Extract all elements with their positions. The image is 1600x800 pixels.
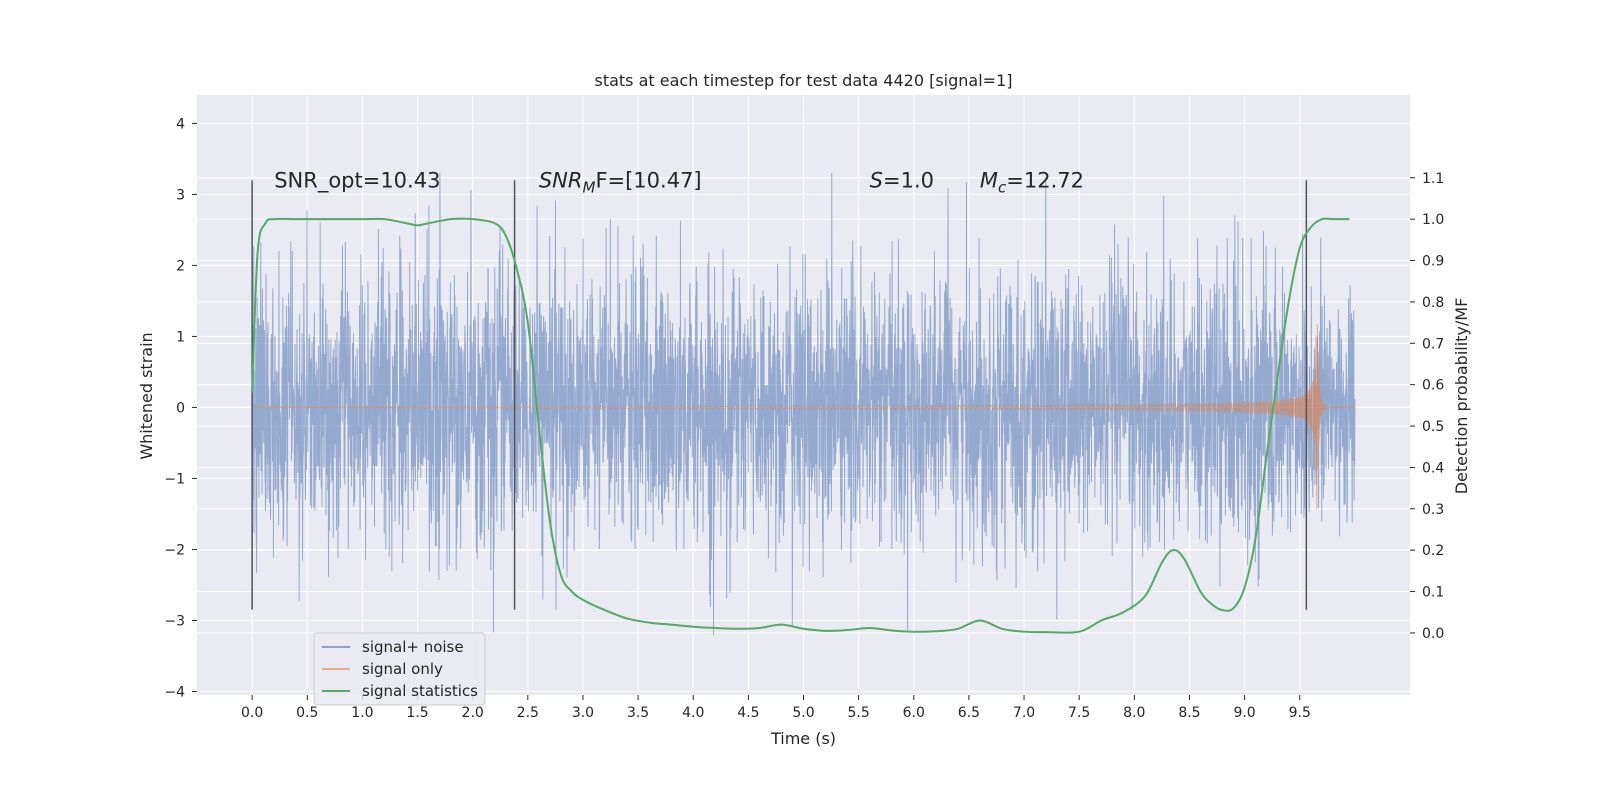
y2-tick-label: 0.3 bbox=[1422, 502, 1444, 518]
annotations: SNR_opt=10.43 SNRMF=[10.47] S=1.0 Mc=12.72 bbox=[274, 168, 1084, 196]
x-tick-label: 4.5 bbox=[737, 705, 759, 721]
legend-label-signal: signal only bbox=[362, 660, 443, 678]
y2-tick-label: 0.7 bbox=[1422, 336, 1444, 352]
x-tick-label: 6.5 bbox=[958, 705, 980, 721]
y-tick-label: 3 bbox=[176, 187, 185, 203]
y2-tick-label: 1.1 bbox=[1422, 171, 1444, 187]
statistics-series-layer bbox=[251, 217, 1350, 634]
x-tick-label: 7.5 bbox=[1068, 705, 1090, 721]
noise-series-layer bbox=[251, 173, 1356, 636]
y-axis-title: Whitened strain bbox=[137, 332, 156, 459]
y2-tick-label: 0.0 bbox=[1422, 626, 1444, 642]
y-tick-label: 1 bbox=[176, 329, 185, 345]
legend-label-noise: signal+ noise bbox=[362, 638, 464, 656]
y-tick-label: −4 bbox=[164, 684, 185, 700]
axis-ticks: 0.0 0.5 1.0 1.5 2.0 2.5 3.0 3.5 4.0 4.5 5.0 5.5 6.0 6… bbox=[164, 116, 1444, 721]
chart-title: stats at each timestep for test data 442… bbox=[594, 71, 1012, 90]
y-tick-label: 0 bbox=[176, 400, 185, 416]
statistics-series-line bbox=[251, 217, 1350, 634]
x-tick-label: 8.0 bbox=[1123, 705, 1145, 721]
x-tick-label: 3.0 bbox=[572, 705, 594, 721]
x-tick-label: 9.5 bbox=[1289, 705, 1311, 721]
annotation-text: S=1.0 bbox=[870, 168, 934, 192]
x-tick-label: 0.5 bbox=[296, 705, 318, 721]
y-tick-label: 2 bbox=[176, 258, 185, 274]
x-tick-label: 2.0 bbox=[462, 705, 484, 721]
vertical-markers bbox=[251, 180, 1308, 610]
y-tick-label: 4 bbox=[176, 116, 185, 132]
x-tick-label: 2.5 bbox=[517, 705, 539, 721]
legend-box bbox=[313, 632, 486, 706]
annotation-text: SNR_opt=10.43 bbox=[274, 168, 440, 193]
legend-label-statistics: signal statistics bbox=[362, 682, 478, 700]
y2-tick-label: 0.2 bbox=[1422, 543, 1444, 559]
noise-series-line bbox=[251, 173, 1356, 636]
x-tick-label: 4.0 bbox=[682, 705, 704, 721]
annotation-text: Mc=12.72 bbox=[980, 168, 1084, 196]
x-tick-label: 5.5 bbox=[848, 705, 870, 721]
x-tick-label: 6.0 bbox=[903, 705, 925, 721]
x-axis-title: Time (s) bbox=[770, 729, 836, 748]
y-tick-label: −1 bbox=[164, 471, 185, 487]
x-tick-label: 9.0 bbox=[1233, 705, 1255, 721]
y2-tick-label: 0.8 bbox=[1422, 295, 1444, 311]
x-tick-label: 3.5 bbox=[627, 705, 649, 721]
y2-tick-label: 0.6 bbox=[1422, 378, 1444, 394]
x-tick-label: 5.0 bbox=[792, 705, 814, 721]
y2-tick-label: 0.1 bbox=[1422, 585, 1444, 601]
y2-axis-title: Detection probability/MF bbox=[1452, 298, 1471, 495]
annotation-text: SNRMF=[10.47] bbox=[539, 168, 702, 196]
y-tick-label: −3 bbox=[164, 613, 185, 629]
y2-tick-label: 1.0 bbox=[1422, 212, 1444, 228]
x-tick-label: 1.5 bbox=[406, 705, 428, 721]
signal-series-line bbox=[252, 323, 1355, 510]
y2-tick-label: 0.9 bbox=[1422, 254, 1444, 270]
y2-tick-label: 0.4 bbox=[1422, 460, 1444, 476]
x-tick-label: 1.0 bbox=[351, 705, 373, 721]
legend: signal+ noise signal only signal statist… bbox=[313, 632, 486, 706]
x-tick-label: 0.0 bbox=[241, 705, 263, 721]
x-tick-label: 8.5 bbox=[1178, 705, 1200, 721]
y2-tick-label: 0.5 bbox=[1422, 419, 1444, 435]
y-tick-label: −2 bbox=[164, 542, 185, 558]
signal-series-layer bbox=[252, 323, 1355, 510]
x-tick-label: 7.0 bbox=[1013, 705, 1035, 721]
